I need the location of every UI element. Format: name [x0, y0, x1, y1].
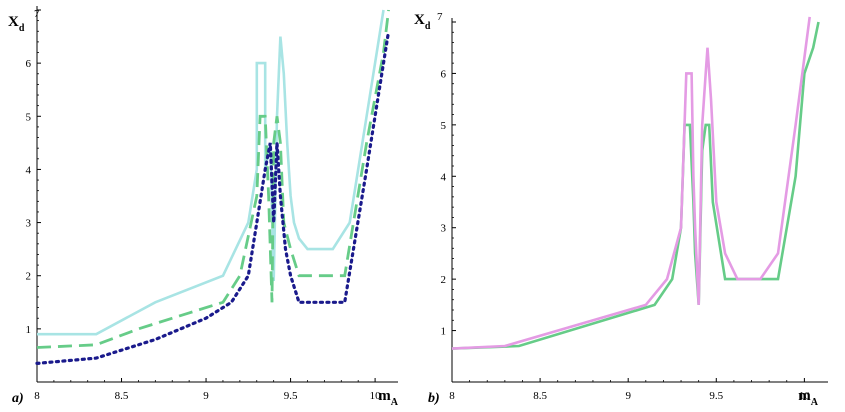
chart-a-y-tick-label: 7 [34, 8, 40, 20]
chart-a-series-2-line [36, 9, 390, 349]
chart-b-x-tick-label: 8.5 [533, 390, 547, 402]
chart-a-x-tick-label: 9 [203, 390, 209, 402]
chart-b-y-tick-label: 3 [441, 223, 447, 235]
chart-b-y-tick-label: 2 [441, 274, 447, 286]
chart-a-y-tick-label: 4 [26, 164, 32, 176]
chart-a-x-tick-label: 10 [370, 390, 382, 402]
chart-b-x-tick-label: 9.5 [709, 390, 723, 402]
chart-b-y-tick-label: 1 [441, 326, 447, 338]
chart-a-y-tick-label: 1 [26, 324, 32, 336]
chart-b-y-tick-label: 6 [441, 68, 447, 80]
chart-b-x-axis-label: mA [798, 388, 819, 408]
chart-b-x-tick-label: 9 [625, 390, 631, 402]
chart-b-y-tick-label: 4 [441, 171, 447, 183]
chart-b-x-tick-label: 10 [799, 390, 811, 402]
chart-b-panel-label: b) [428, 391, 440, 406]
chart-a-y-tick-label: 2 [26, 271, 32, 283]
chart-b-y-axis-label: Xd [414, 12, 431, 32]
chart-b-y-tick-label: 5 [441, 120, 447, 132]
chart-a-y-axis-label: Xd [8, 14, 25, 34]
chart-a-panel-label: a) [12, 391, 24, 406]
chart-a-x-tick-label: 8.5 [115, 390, 129, 402]
chart-a-y-tick-label: 6 [26, 58, 32, 70]
chart-b-y-tick-label: 7 [437, 11, 443, 23]
chart-b-x-tick-label: 8 [449, 390, 455, 402]
chart-a-x-tick-label: 9.5 [284, 390, 298, 402]
chart-a-x-axis-label: mA [378, 388, 399, 408]
chart-a-y-tick-label: 5 [26, 111, 32, 123]
chart-b-series-2-line [451, 16, 811, 350]
chart-a-series-3-line [35, 29, 391, 365]
chart-a-series-1-line [37, 9, 385, 336]
chart-a-y-tick-label: 3 [26, 218, 32, 230]
chart-a-x-tick-label: 8 [34, 390, 40, 402]
chart-b-series-1-line [451, 21, 820, 350]
